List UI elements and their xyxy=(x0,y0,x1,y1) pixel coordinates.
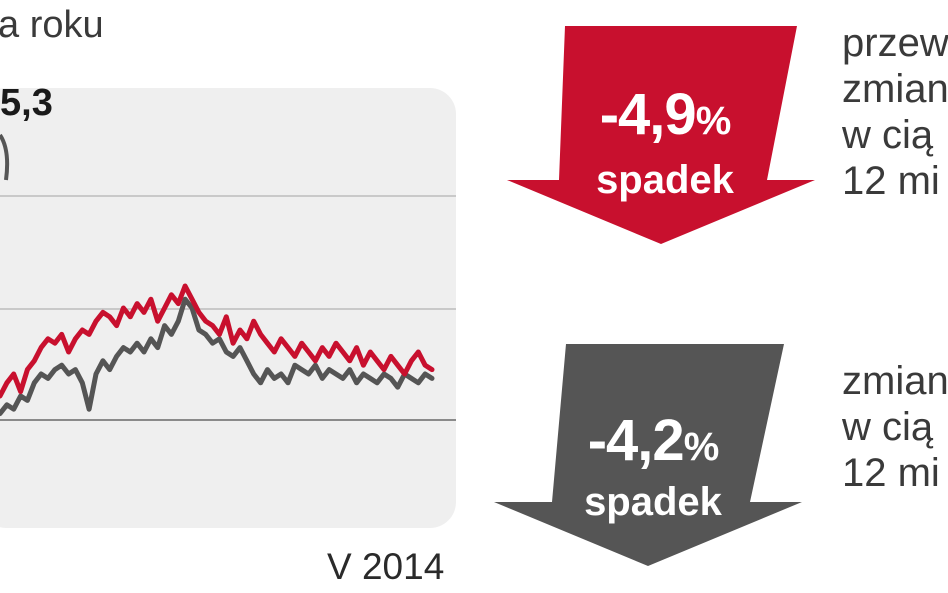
down-arrow-gray xyxy=(494,344,802,566)
indicator-2-unit: % xyxy=(683,425,720,469)
peak-value-label: 5,3 xyxy=(0,82,53,124)
down-arrow-red-shape xyxy=(507,26,815,244)
indicator-1-unit: % xyxy=(695,99,732,143)
indicator-2-word: spadek xyxy=(584,480,722,524)
x-axis-end-label: V 2014 xyxy=(327,546,445,587)
indicator-2-line-1: zmian xyxy=(842,359,948,403)
down-arrow-gray-shape xyxy=(494,344,802,566)
series-layer xyxy=(0,283,435,417)
indicator-2-line-3: 12 mi xyxy=(842,451,940,495)
peak-curve xyxy=(0,133,10,181)
down-arrow-red xyxy=(507,26,815,244)
indicator-1-line-2: zmian xyxy=(842,67,948,111)
indicator-1-line-3: w cią xyxy=(842,113,934,157)
indicator-1-word: spadek xyxy=(596,158,734,202)
indicator-2-line-2: w cią xyxy=(842,405,934,449)
series-line-1 xyxy=(0,283,435,399)
series-line-2 xyxy=(0,296,435,417)
indicator-2-number: -4,2 xyxy=(587,408,685,473)
indicator-1-line-1: przew xyxy=(842,21,948,65)
indicator-1-line-4: 12 mi xyxy=(842,159,940,203)
indicator-1-value: -4,9% xyxy=(560,86,770,144)
indicator-2-value: -4,2% xyxy=(548,412,758,470)
indicator-1-side-text: przew zmian w cią 12 mi xyxy=(842,20,948,204)
indicator-2-side-text: zmian w cią 12 mi xyxy=(842,358,948,496)
chart-subtitle: a roku xyxy=(0,4,104,46)
line-chart xyxy=(0,88,456,528)
indicator-1-number: -4,9 xyxy=(599,82,697,147)
